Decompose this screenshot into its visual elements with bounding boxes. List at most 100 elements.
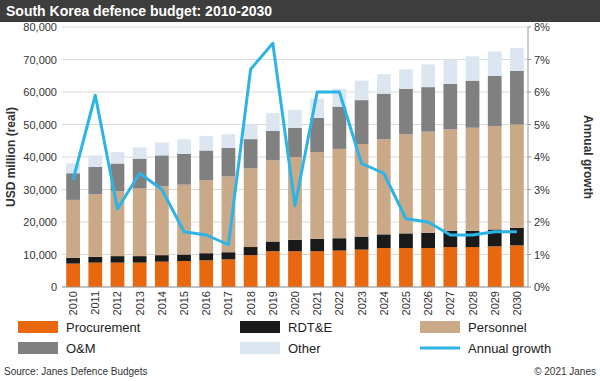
bar-segment xyxy=(111,256,125,263)
credit: © 2021 Janes xyxy=(534,366,596,377)
x-axis xyxy=(62,287,528,288)
bar-segment xyxy=(288,128,302,157)
x-tick-label: 2022 xyxy=(333,291,345,315)
bar-segment xyxy=(266,113,280,131)
bar-segment xyxy=(466,56,480,80)
legend-label: RDT&E xyxy=(288,320,332,335)
x-tick-label: 2021 xyxy=(311,291,323,315)
y-tick-label: 70,000 xyxy=(23,54,57,66)
bar-segment xyxy=(488,76,502,126)
x-tick-label: 2020 xyxy=(289,291,301,315)
title: South Korea defence budget: 2010-2030 xyxy=(6,3,272,19)
bar-segment xyxy=(377,94,391,140)
y2-tick-label: 2% xyxy=(534,216,550,228)
y2-tick-label: 1% xyxy=(534,249,550,261)
bar-segment xyxy=(155,255,169,262)
bar-segment xyxy=(133,189,147,257)
bar-segment xyxy=(111,152,125,163)
bar-segment xyxy=(488,126,502,229)
y2-tick-label: 3% xyxy=(534,184,550,196)
legend-label: O&M xyxy=(66,341,96,356)
bar-segment xyxy=(443,60,457,84)
bar-segment xyxy=(88,167,102,195)
x-tick-label: 2013 xyxy=(134,291,146,315)
bar-segment xyxy=(66,258,80,264)
bar-segment xyxy=(222,252,236,259)
bar-segment xyxy=(421,248,435,287)
x-tick-label: 2030 xyxy=(511,291,523,315)
bar-segment xyxy=(133,263,147,287)
y-tick-label: 10,000 xyxy=(23,249,57,261)
bar-segment xyxy=(443,84,457,130)
legend-swatch xyxy=(420,321,460,333)
bar-segment xyxy=(266,160,280,241)
x-tick-label: 2012 xyxy=(111,291,123,315)
y2-tick-label: 0% xyxy=(534,281,550,293)
legend-label: Other xyxy=(288,341,321,356)
bar-segment xyxy=(399,89,413,135)
x-tick-label: 2015 xyxy=(178,291,190,315)
bar-segment xyxy=(66,264,80,287)
bar-segment xyxy=(310,239,324,251)
legend-label: Annual growth xyxy=(468,341,551,356)
bar-segment xyxy=(399,69,413,89)
bar-segment xyxy=(377,139,391,234)
bar-segment xyxy=(199,253,213,260)
x-tick-label: 2011 xyxy=(89,291,101,315)
bar-segment xyxy=(155,155,169,186)
bar-segment xyxy=(288,251,302,287)
bar-segment xyxy=(88,257,102,263)
legend-swatch xyxy=(18,321,58,333)
chart: South Korea defence budget: 2010-2030010… xyxy=(0,0,600,381)
bar-segment xyxy=(177,139,191,154)
bar-segment xyxy=(155,142,169,155)
bar-segment xyxy=(66,200,80,258)
bar-segment xyxy=(88,263,102,287)
x-tick-label: 2010 xyxy=(67,291,79,315)
bar-segment xyxy=(177,261,191,287)
bar-segment xyxy=(355,100,369,144)
x-tick-label: 2014 xyxy=(156,291,168,315)
bar-segment xyxy=(155,262,169,287)
x-tick-label: 2029 xyxy=(489,291,501,315)
bar-segment xyxy=(222,148,236,177)
bar-segment xyxy=(310,152,324,239)
legend-swatch xyxy=(240,342,280,354)
bar-segment xyxy=(510,245,524,287)
x-tick-label: 2026 xyxy=(422,291,434,315)
y2-axis-title: Annual growth xyxy=(581,115,595,199)
bar-segment xyxy=(333,149,347,238)
bar-segment xyxy=(199,180,213,253)
bar-segment xyxy=(466,128,480,231)
source: Source: Janes Defence Budgets xyxy=(4,366,147,377)
x-tick-label: 2024 xyxy=(378,291,390,315)
bar-segment xyxy=(310,251,324,287)
bar-segment xyxy=(377,248,391,287)
plot-area xyxy=(66,43,524,287)
y2-tick-label: 4% xyxy=(534,151,550,163)
x-tick-label: 2019 xyxy=(267,291,279,315)
bar-segment xyxy=(133,256,147,263)
y2-tick-label: 5% xyxy=(534,119,550,131)
bar-segment xyxy=(421,64,435,87)
x-tick-label: 2027 xyxy=(444,291,456,315)
legend-label: Personnel xyxy=(468,320,527,335)
bar-segment xyxy=(466,247,480,287)
y2-tick-label: 7% xyxy=(534,54,550,66)
bar-segment xyxy=(333,107,347,149)
bar-segment xyxy=(488,51,502,75)
bar-segment xyxy=(421,87,435,132)
legend-label: Procurement xyxy=(66,320,141,335)
legend-swatch xyxy=(18,342,58,354)
bar-segment xyxy=(199,260,213,287)
y2-tick-label: 8% xyxy=(534,21,550,33)
y-tick-label: 80,000 xyxy=(23,21,57,33)
grid-line xyxy=(62,27,528,28)
bar-segment xyxy=(88,155,102,166)
grid-line xyxy=(62,287,528,288)
bar-segment xyxy=(199,151,213,181)
bar-segment xyxy=(244,168,258,247)
bar-segment xyxy=(377,234,391,248)
bar-segment xyxy=(443,129,457,230)
y-axis-title: USD million (real) xyxy=(4,107,18,207)
